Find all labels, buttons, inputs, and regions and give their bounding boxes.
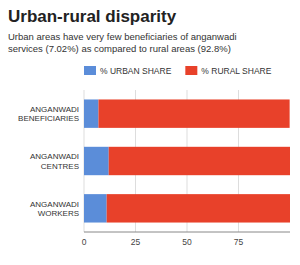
bar-segment [107,194,290,222]
y-tick-label-line: CENTRES [41,162,79,171]
x-axis: 0 25 50 75 [82,90,290,247]
legend-label: % URBAN SHARE [100,66,172,76]
y-tick-label-line: WORKERS [38,209,79,218]
bar-segment [109,147,290,175]
y-tick-label: ANGANWADICENTRES [30,152,79,171]
chart-container: Urban-rural disparity Urban areas have ve… [0,0,300,265]
bars [84,99,290,222]
y-axis: ANGANWADIBENEFICIARIESANGANWADICENTRESAN… [18,105,79,218]
x-tick-label: 25 [131,237,141,247]
title: Urban-rural disparity [8,7,177,26]
bar-segment [84,147,109,175]
x-tick-label: 0 [82,237,87,247]
legend-swatch [185,66,197,75]
subtitle: Urban areas have very few beneficiaries … [8,31,237,54]
legend-label: % RURAL SHARE [201,66,271,76]
y-tick-label: ANGANWADIBENEFICIARIES [18,105,79,124]
bar-segment [84,99,98,127]
x-tick-label: 50 [182,237,192,247]
y-tick-label-line: ANGANWADI [30,152,79,161]
subtitle-line: services (7.02%) as compared to rural ar… [8,43,231,54]
x-axis-line [84,232,290,233]
chart: Urban-rural disparity Urban areas have ve… [0,0,300,265]
y-tick-label: ANGANWADIWORKERS [30,200,79,219]
y-tick-label-line: BENEFICIARIES [18,114,79,123]
bar-segment [84,194,107,222]
subtitle-line: Urban areas have very few beneficiaries … [8,31,237,42]
y-tick-label-line: ANGANWADI [30,105,79,114]
legend-swatch [84,66,96,75]
legend: % URBAN SHARE % RURAL SHARE [84,66,272,76]
y-tick-label-line: ANGANWADI [30,200,79,209]
x-tick-label: 75 [234,237,244,247]
bar-segment [98,99,289,127]
